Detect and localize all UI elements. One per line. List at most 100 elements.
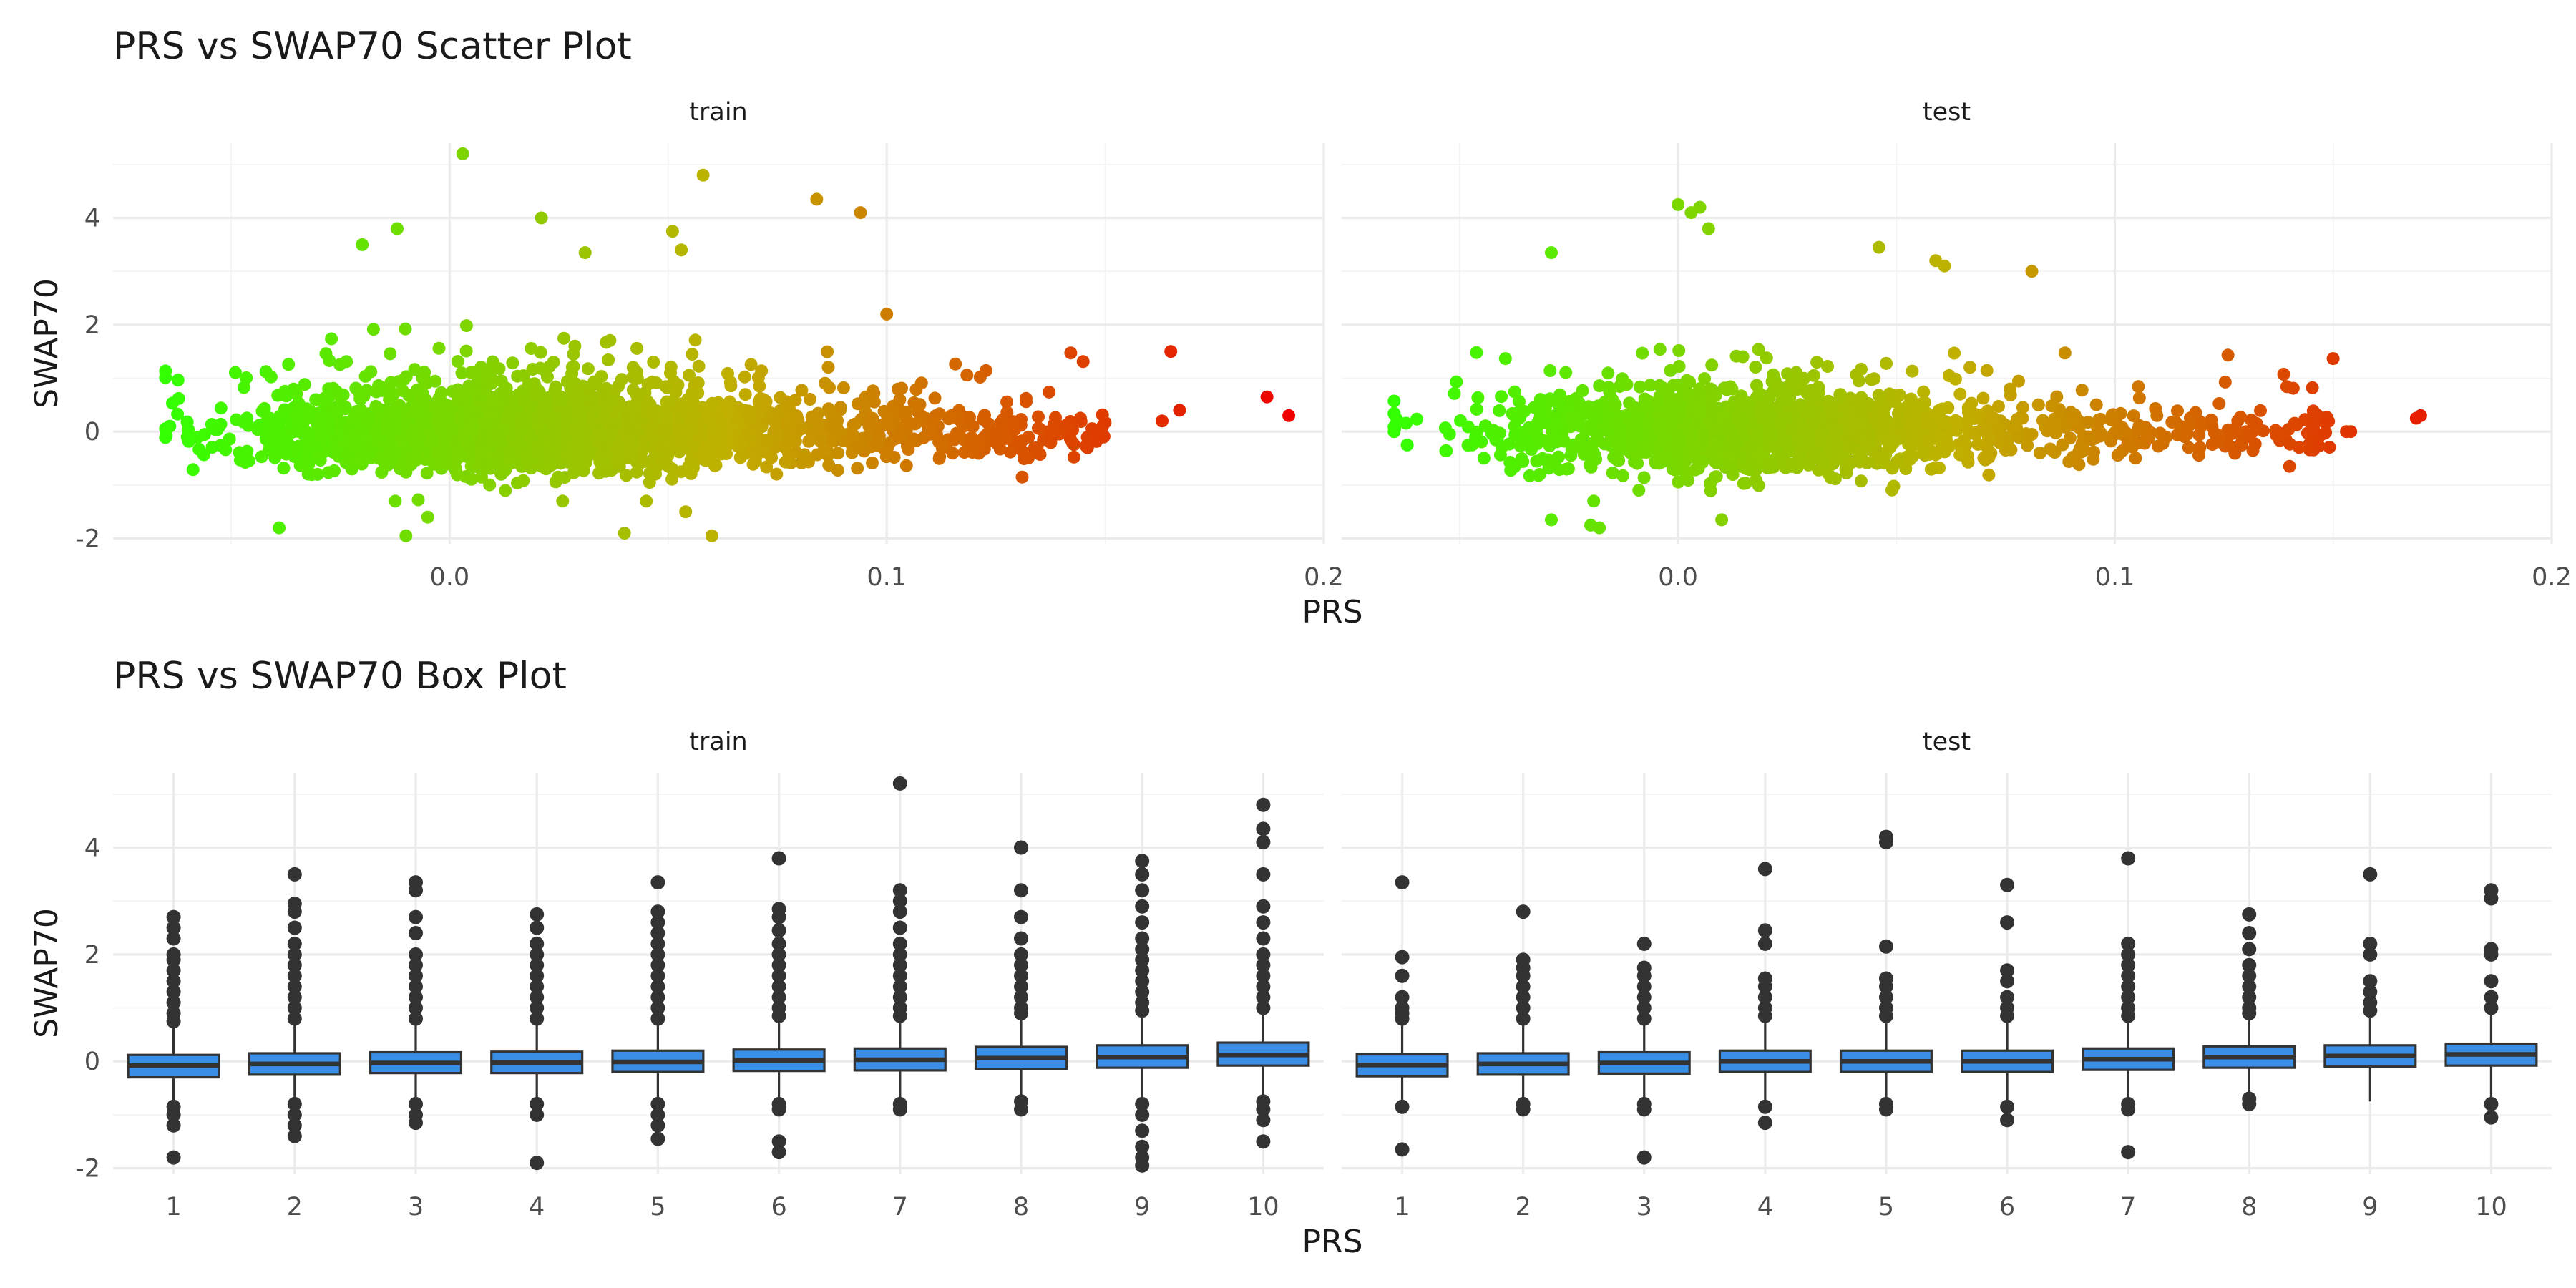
scatter-point xyxy=(2072,445,2086,459)
scatter-point xyxy=(854,206,867,220)
scatter-point xyxy=(1536,415,1548,428)
scatter-point xyxy=(743,410,756,424)
scatter-point xyxy=(1631,430,1644,444)
scatter-point xyxy=(413,394,426,406)
scatter-point xyxy=(1724,381,1737,394)
scatter-point xyxy=(744,358,758,371)
scatter-point xyxy=(290,387,303,401)
scatter-point xyxy=(171,407,185,421)
scatter-point xyxy=(1976,391,1990,405)
scatter-point xyxy=(459,344,473,358)
box-outlier xyxy=(1395,950,1410,965)
scatter-point xyxy=(1684,206,1698,220)
scatter-point xyxy=(1770,444,1784,457)
scatter-point xyxy=(1067,450,1080,464)
box-5 xyxy=(611,875,705,1146)
scatter-point xyxy=(1448,386,1461,400)
scatter-point xyxy=(1776,432,1790,446)
scatter-point xyxy=(1704,477,1717,490)
scatter-point xyxy=(2182,441,2195,454)
box-outlier xyxy=(892,883,907,898)
scatter-point xyxy=(618,527,631,540)
x-tick-label: 1 xyxy=(1394,1193,1410,1221)
scatter-point xyxy=(567,466,580,479)
box-outlier xyxy=(1014,979,1028,994)
scatter-point xyxy=(568,391,582,404)
scatter-point xyxy=(356,447,369,460)
scatter-point xyxy=(965,439,979,452)
box-outlier xyxy=(287,957,302,972)
scatter-point xyxy=(1840,460,1854,474)
box-outlier xyxy=(2484,990,2499,1005)
scatter-point xyxy=(1470,403,1483,416)
box-outlier xyxy=(892,957,907,972)
scatter-point xyxy=(1697,428,1710,441)
scatter-point xyxy=(1752,343,1765,356)
x-tick-label: 2 xyxy=(287,1193,303,1221)
scatter-point xyxy=(1832,450,1845,464)
scatter-point xyxy=(1439,444,1453,457)
scatter-point xyxy=(846,428,859,441)
box-outlier xyxy=(166,931,181,946)
x-tick-label: 7 xyxy=(892,1193,908,1221)
box-outlier xyxy=(287,1096,302,1111)
scatter-point xyxy=(451,355,464,369)
scatter-point xyxy=(630,341,643,355)
scatter-point xyxy=(263,443,276,457)
y-axis-title: SWAP70 xyxy=(29,908,65,1038)
box-outlier xyxy=(1014,957,1028,972)
scatter-point xyxy=(547,356,560,369)
scatter-point xyxy=(1045,424,1059,437)
scatter-point xyxy=(1852,451,1865,464)
scatter-point xyxy=(960,369,974,382)
scatter-point xyxy=(1830,441,1844,454)
box-outlier xyxy=(166,974,181,989)
scatter-point xyxy=(1688,451,1702,464)
scatter-point xyxy=(492,362,506,376)
scatter-point xyxy=(2048,446,2062,459)
scatter-point xyxy=(2254,404,2267,417)
box-outlier xyxy=(1135,963,1150,978)
box-outlier xyxy=(2121,979,2136,994)
scatter-point xyxy=(399,370,413,384)
box-outlier xyxy=(1135,915,1150,930)
scatter-point xyxy=(1938,419,1951,433)
x-tick-label: 9 xyxy=(2362,1193,2378,1221)
box-outlier xyxy=(650,947,665,962)
box-outlier xyxy=(1636,1102,1652,1117)
scatter-point xyxy=(399,465,413,479)
scatter-point xyxy=(506,356,519,370)
scatter-point xyxy=(1764,461,1777,474)
box-outlier xyxy=(771,851,786,866)
scatter-point xyxy=(983,418,996,431)
scatter-point xyxy=(2323,441,2336,454)
box-outlier xyxy=(771,902,786,917)
scatter-point xyxy=(2249,420,2263,433)
scatter-point xyxy=(831,464,844,477)
scatter-point xyxy=(2132,380,2145,394)
scatter-point xyxy=(1635,446,1649,459)
box-outlier xyxy=(1014,909,1028,924)
scatter-point xyxy=(1798,426,1811,440)
scatter-point xyxy=(963,411,977,424)
box-outlier xyxy=(2242,1096,2257,1111)
box-outlier xyxy=(2121,1145,2136,1160)
box-outlier xyxy=(1395,990,1410,1005)
box-outlier xyxy=(650,926,665,940)
scatter-point xyxy=(491,426,504,439)
scatter-point xyxy=(1942,369,1956,382)
x-tick-label: 4 xyxy=(1757,1193,1773,1221)
box-outlier xyxy=(166,985,181,1000)
scatter-point xyxy=(1893,389,1906,401)
box-outlier xyxy=(530,1107,545,1122)
scatter-point xyxy=(620,469,633,482)
box-1 xyxy=(127,909,220,1165)
scatter-point xyxy=(1593,521,1606,535)
box-outlier xyxy=(1135,883,1150,898)
scatter-point xyxy=(1096,408,1109,421)
scatter-point xyxy=(459,470,472,483)
scatter-point xyxy=(1705,358,1719,372)
scatter-point xyxy=(477,431,491,444)
scatter-point xyxy=(237,415,250,429)
scatter-point xyxy=(555,426,569,439)
